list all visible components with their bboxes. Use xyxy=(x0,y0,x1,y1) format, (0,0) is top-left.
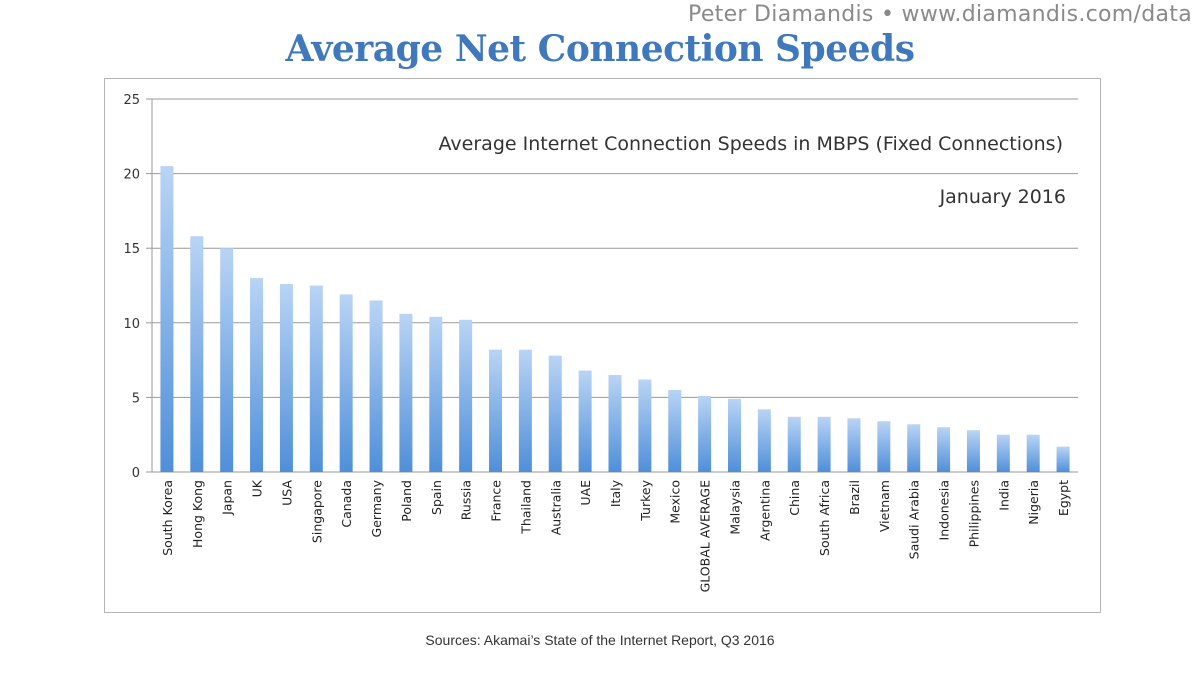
chart-title: Average Internet Connection Speeds in MB… xyxy=(439,133,1063,155)
bar-philippines xyxy=(966,430,980,472)
bar-uae xyxy=(578,370,592,472)
x-category-label: France xyxy=(489,480,504,522)
bar-mexico xyxy=(668,389,682,472)
x-category-label: Philippines xyxy=(966,480,981,547)
bar-nigeria xyxy=(1026,434,1040,472)
x-category-label: Nigeria xyxy=(1026,480,1041,525)
bar-vietnam xyxy=(877,421,891,472)
bar-indonesia xyxy=(937,427,951,472)
x-category-label: Hong Kong xyxy=(190,480,205,548)
bar-south-africa xyxy=(817,416,831,472)
bar-usa xyxy=(279,284,293,472)
x-category-label: USA xyxy=(279,480,294,506)
bar-china xyxy=(787,416,801,472)
y-tick-label: 25 xyxy=(123,93,140,108)
x-category-label: Japan xyxy=(220,480,235,516)
chart-frame: 0 5 10 15 20 25 South Korea Hong Kong Japan UK USA… xyxy=(104,78,1101,613)
bar-australia xyxy=(548,355,562,472)
x-category-label: Saudi Arabia xyxy=(907,480,922,559)
bar-canada xyxy=(339,294,353,472)
x-category-label: South Africa xyxy=(817,480,832,556)
x-category-label: Canada xyxy=(339,480,354,528)
x-category-label: Russia xyxy=(459,480,474,520)
x-category-label: Argentina xyxy=(757,480,772,541)
bar-malaysia xyxy=(727,398,741,472)
x-category-label: China xyxy=(787,480,802,516)
x-category-label: UK xyxy=(250,479,265,497)
x-category-label: GLOBAL AVERAGE xyxy=(698,480,713,593)
bar-argentina xyxy=(757,409,771,472)
bar-india xyxy=(996,434,1010,472)
bar-layer xyxy=(160,166,1070,472)
x-category-label: Australia xyxy=(548,480,563,535)
bar-chart: 0 5 10 15 20 25 South Korea Hong Kong Japan UK USA… xyxy=(123,93,1078,592)
bar-italy xyxy=(608,375,622,472)
bar-saudi-arabia xyxy=(907,424,921,472)
bar-spain xyxy=(429,316,443,472)
label-layer: 0 5 10 15 20 25 South Korea Hong Kong Japan UK USA… xyxy=(123,93,1071,592)
y-tick-label: 10 xyxy=(123,317,140,332)
bar-singapore xyxy=(309,285,323,472)
grid-layer xyxy=(146,98,1078,473)
y-tick-label: 20 xyxy=(123,168,140,183)
bar-russia xyxy=(459,319,473,472)
x-category-label: Thailand xyxy=(518,480,533,535)
bar-japan xyxy=(220,248,234,472)
attribution-text: Peter Diamandis • www.diamandis.com/data xyxy=(688,2,1192,27)
bar-uk xyxy=(250,278,264,472)
x-category-label: India xyxy=(996,480,1011,511)
x-category-label: Vietnam xyxy=(877,480,892,532)
bar-germany xyxy=(369,300,383,472)
y-tick-label: 15 xyxy=(123,242,140,257)
x-category-label: Indonesia xyxy=(937,480,952,540)
x-category-label: Germany xyxy=(369,479,384,537)
x-category-label: Malaysia xyxy=(727,480,742,535)
page-headline: Average Net Connection Speeds xyxy=(285,28,915,70)
bar-france xyxy=(489,349,503,472)
bar-global-average xyxy=(698,395,712,472)
chart-subtitle: January 2016 xyxy=(939,186,1066,208)
x-category-label: Brazil xyxy=(847,480,862,515)
bar-south-korea xyxy=(160,166,174,472)
bar-egypt xyxy=(1056,446,1070,472)
bar-hong-kong xyxy=(190,236,204,472)
x-category-label: Turkey xyxy=(638,479,653,521)
x-category-label: Spain xyxy=(429,480,444,515)
bar-turkey xyxy=(638,379,652,472)
x-category-label: Italy xyxy=(608,479,623,507)
x-category-label: Mexico xyxy=(668,480,683,524)
x-category-label: Singapore xyxy=(309,480,324,543)
y-tick-label: 0 xyxy=(132,466,140,481)
x-category-label: South Korea xyxy=(160,480,175,556)
bar-thailand xyxy=(518,349,532,472)
bar-brazil xyxy=(847,418,861,472)
y-tick-label: 5 xyxy=(132,391,140,406)
sources-note: Sources: Akamai’s State of the Internet … xyxy=(425,632,775,648)
bar-poland xyxy=(399,313,413,472)
x-category-label: Poland xyxy=(399,480,414,522)
x-category-label: Egypt xyxy=(1056,480,1071,516)
x-category-label: UAE xyxy=(578,480,593,506)
